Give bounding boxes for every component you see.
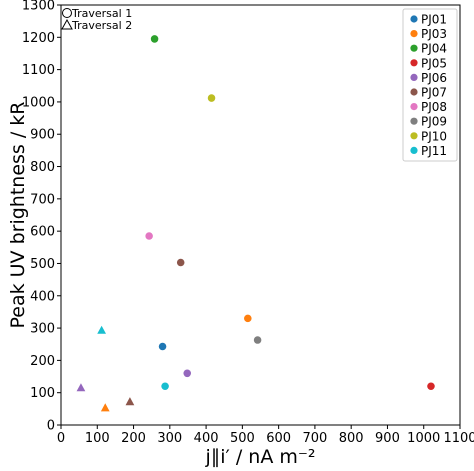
legend-swatch	[410, 146, 418, 154]
x-axis-ticks: 0 100 200 300 400 500 600 700 800 900 1000 1100	[57, 425, 474, 446]
data-point-pj11	[161, 382, 169, 391]
y-axis-ticks: 0 100 200 300 400 500 600 700 800 900 1000 1100 1200…	[22, 0, 61, 434]
x-tick-label: 1100	[443, 431, 474, 446]
y-tick-label: 1000	[22, 95, 55, 110]
x-tick-label: 200	[121, 431, 146, 446]
y-tick-label: 200	[30, 354, 55, 369]
data-point-pj06	[76, 383, 86, 392]
y-tick-label: 100	[30, 386, 55, 401]
x-tick-label: 600	[266, 431, 291, 446]
legend-label: PJ04	[421, 42, 447, 56]
x-tick-label: 1000	[407, 431, 440, 446]
data-point-pj04	[150, 35, 159, 43]
legend-label: PJ08	[421, 100, 447, 114]
data-point-pj07	[176, 258, 185, 267]
y-axis-title: Peak UV brightness / kR	[7, 101, 29, 328]
legend-swatch	[410, 59, 418, 67]
legend-label: PJ06	[421, 71, 447, 85]
legend-swatch	[410, 88, 418, 96]
data-point-pj05	[427, 382, 435, 391]
legend-label: PJ01	[421, 13, 447, 27]
data-point-pj01	[158, 342, 167, 351]
x-axis-title: j∥i′ / nA m⁻²	[204, 446, 315, 468]
legend-swatch	[410, 117, 418, 125]
x-tick-label: 700	[302, 431, 327, 446]
y-tick-label: 600	[30, 225, 55, 240]
marker-legend-label: Traversal 1	[71, 7, 132, 20]
data-point-pj11	[97, 325, 106, 334]
y-tick-label: 800	[30, 160, 55, 175]
x-tick-label: 500	[230, 431, 255, 446]
plot-frame	[60, 4, 461, 426]
y-tick-label: 700	[30, 192, 55, 207]
x-tick-label: 300	[157, 431, 182, 446]
y-tick-label: 400	[30, 289, 55, 304]
legend-swatch	[410, 103, 418, 111]
legend-label: PJ11	[421, 144, 447, 158]
data-point-pj03	[100, 403, 110, 412]
legend-label: PJ03	[421, 27, 447, 41]
y-tick-label: 1200	[22, 31, 55, 46]
x-tick-label: 0	[57, 431, 65, 446]
x-tick-label: 800	[339, 431, 364, 446]
legend-label: PJ05	[421, 56, 447, 70]
data-point-pj03	[244, 314, 252, 323]
legend-swatch	[410, 29, 418, 38]
y-tick-label: 900	[30, 128, 55, 143]
marker-legend-label: Traversal 2	[71, 19, 132, 32]
x-tick-label: 100	[85, 431, 110, 446]
legend-label: PJ07	[421, 86, 447, 100]
legend-swatch	[410, 44, 418, 52]
data-point-pj10	[207, 94, 216, 102]
circle-marker-icon	[62, 8, 72, 18]
y-tick-label: 500	[30, 257, 55, 272]
y-tick-label: 1100	[22, 63, 55, 78]
data-point-pj09	[253, 336, 262, 344]
legend-swatch	[410, 132, 418, 140]
x-tick-label: 400	[194, 431, 219, 446]
triangle-marker-icon	[61, 18, 73, 30]
legend-label: PJ09	[421, 115, 447, 129]
x-tick-label: 900	[375, 431, 400, 446]
data-point-pj06	[183, 369, 192, 378]
data-point-pj07	[125, 397, 135, 406]
y-tick-label: 300	[30, 322, 55, 337]
y-tick-label: 0	[47, 419, 55, 434]
y-tick-label: 1300	[22, 0, 55, 14]
legend-label: PJ10	[421, 129, 447, 143]
data-points	[76, 35, 435, 412]
legend-swatch	[410, 15, 418, 23]
data-point-pj08	[145, 232, 153, 240]
legend-swatch	[410, 73, 418, 81]
